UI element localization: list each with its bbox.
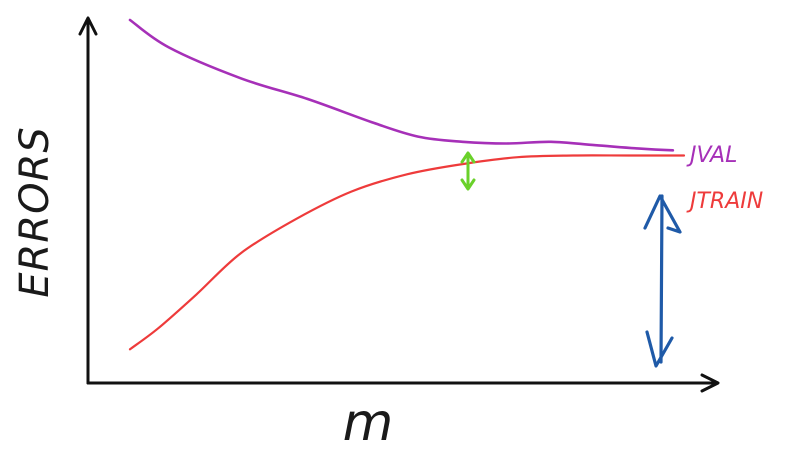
y-axis-arrowhead [78,16,98,36]
y-axis-label: ERRORS [12,126,58,298]
series-line-jtrain [128,154,686,351]
series-line-jval [128,18,675,152]
x-axis-label: m [343,393,394,453]
series-label-jval: JVAL [686,143,737,168]
gap-double-arrow [460,151,476,191]
x-axis-arrowhead [700,373,720,393]
series-label-jtrain: JTRAIN [686,189,763,214]
train-error-double-arrow [643,194,682,368]
